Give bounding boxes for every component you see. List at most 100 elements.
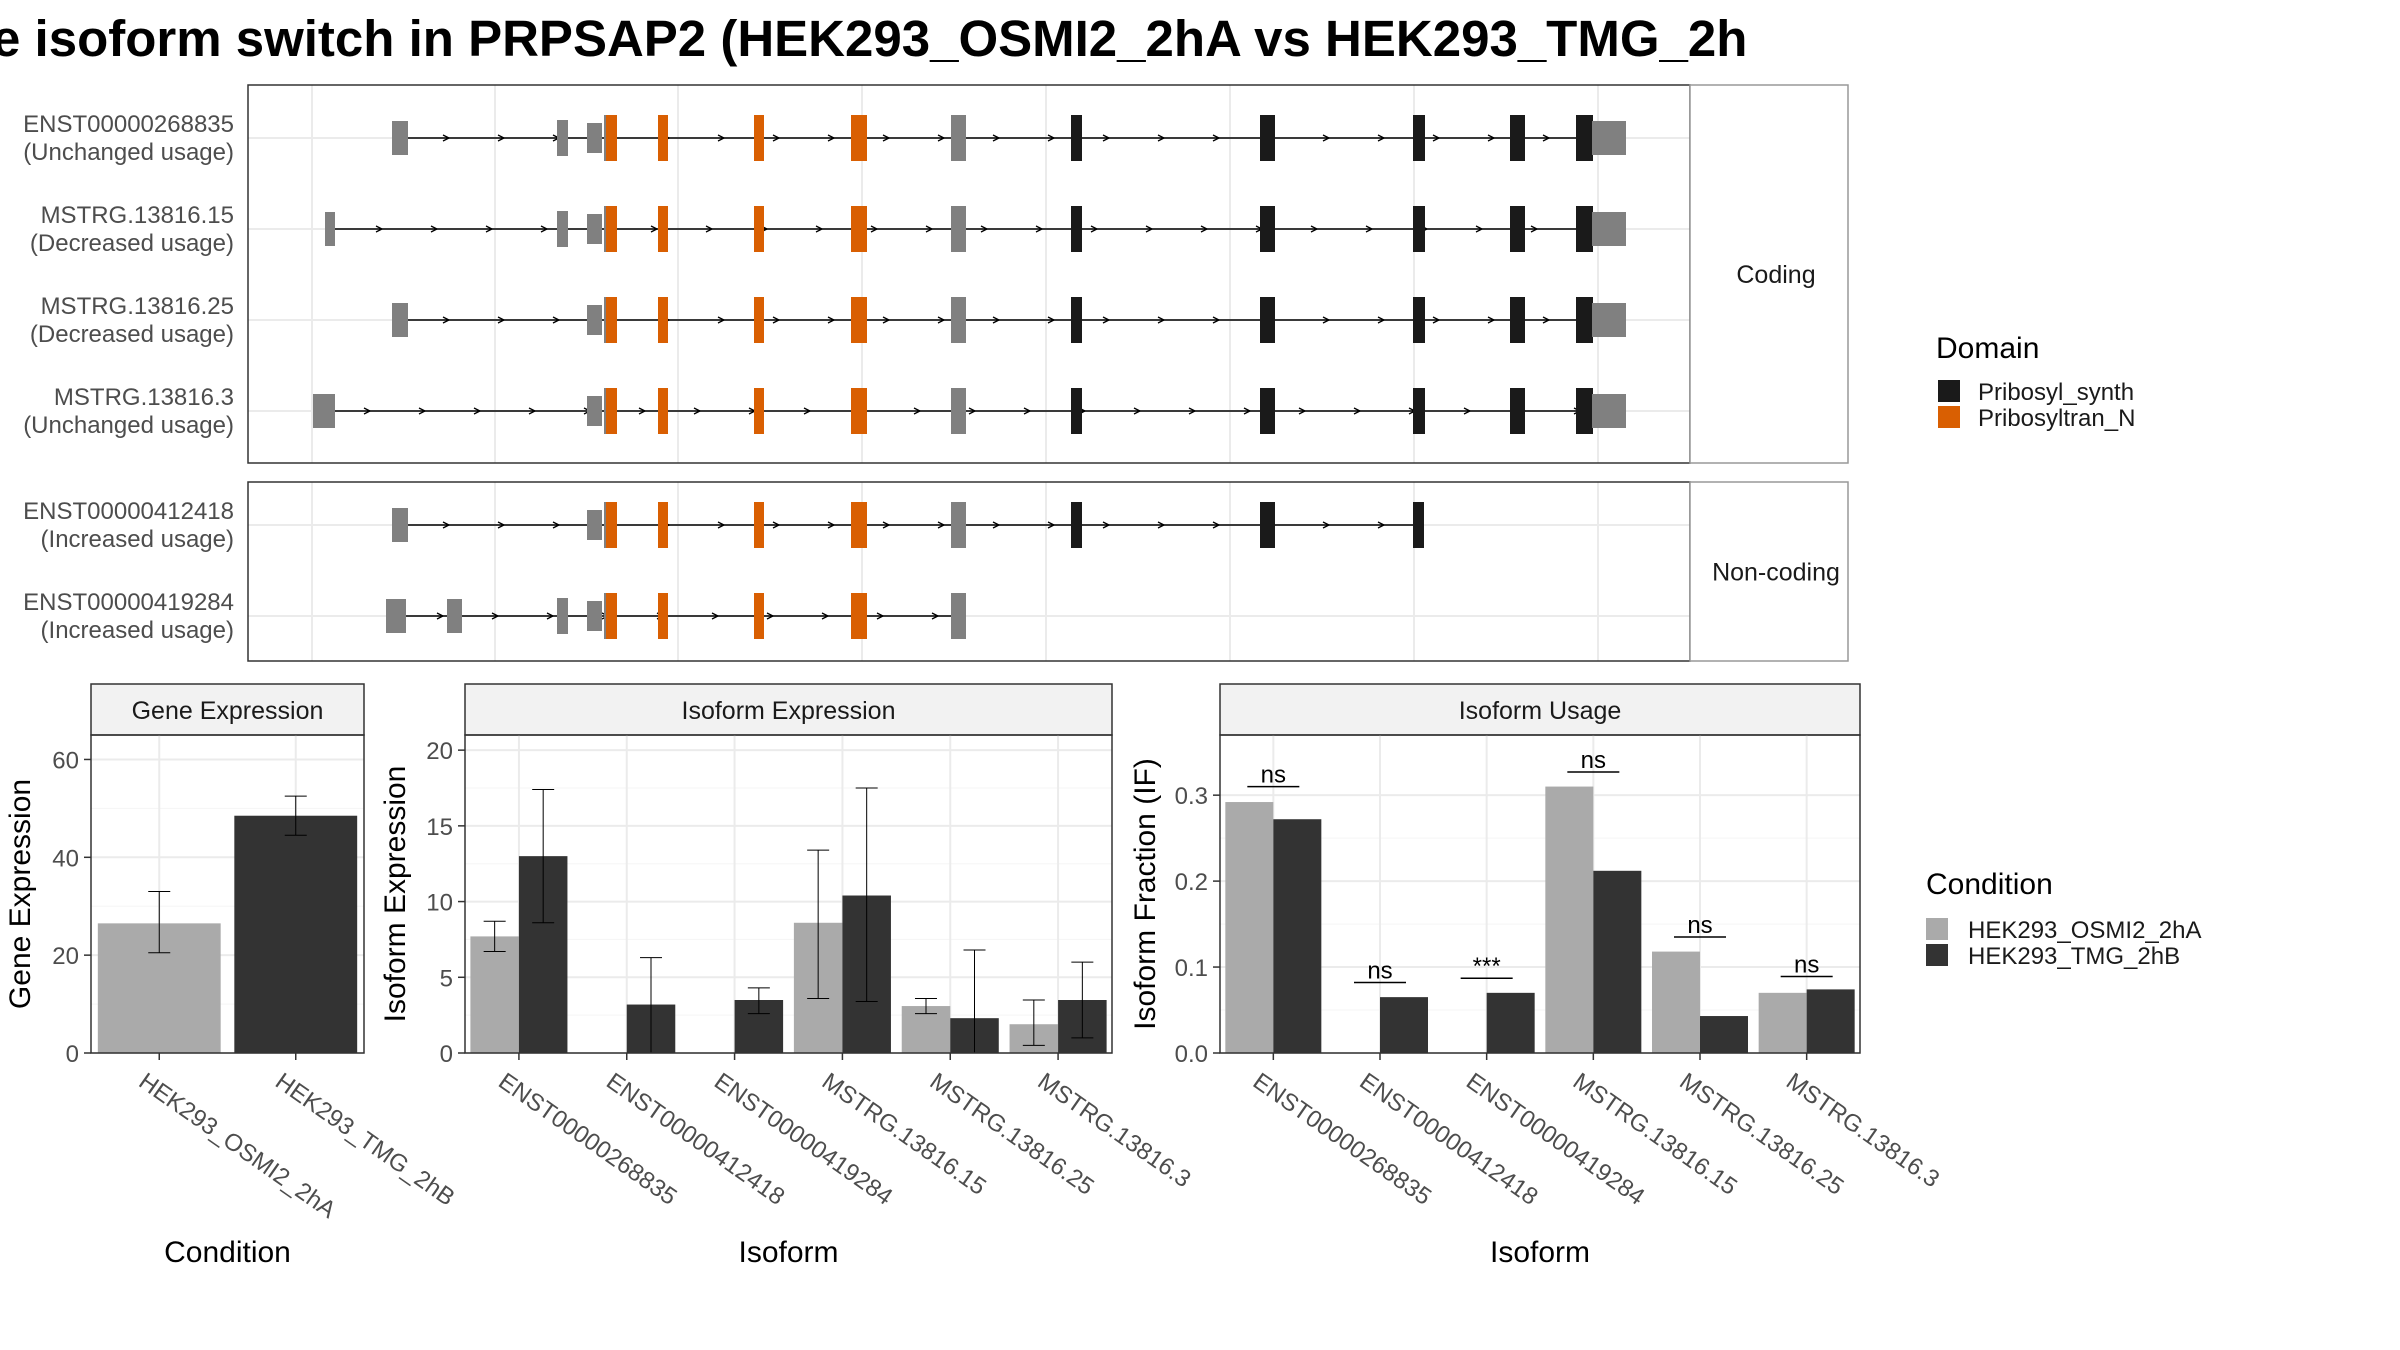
exon-Pribosyltran_N bbox=[754, 115, 764, 161]
exon-Pribosyltran_N bbox=[606, 297, 617, 343]
exon-none bbox=[392, 303, 408, 337]
panel-background bbox=[248, 85, 1690, 463]
bar bbox=[1652, 951, 1700, 1053]
exon-none bbox=[951, 388, 966, 434]
legend-key bbox=[1926, 944, 1948, 966]
exon-none bbox=[951, 115, 966, 161]
arrow-mark bbox=[418, 407, 427, 415]
y-tick-label: 60 bbox=[52, 747, 79, 774]
facet-strip-label: Isoform Usage bbox=[1459, 697, 1622, 725]
exon-Pribosyl_synth bbox=[1413, 206, 1425, 252]
exon-Pribosyltran_N bbox=[851, 593, 867, 639]
arrow-mark bbox=[1102, 316, 1111, 324]
arrow-mark bbox=[937, 316, 946, 324]
arrow-mark bbox=[1310, 225, 1319, 233]
arrow-mark bbox=[546, 612, 555, 620]
arrow-mark bbox=[1542, 316, 1551, 324]
arrow-mark bbox=[931, 612, 940, 620]
bar-panel-1: Isoform Expression 0 5 10 15 20 ENST0000026883… bbox=[379, 683, 1196, 1269]
exon-none bbox=[951, 297, 966, 343]
exon-none bbox=[313, 394, 335, 428]
panel-border bbox=[1219, 734, 1861, 1054]
significance-label: ns bbox=[1367, 958, 1392, 985]
exon-Pribosyl_synth bbox=[1071, 297, 1082, 343]
exon-none bbox=[951, 502, 966, 548]
isoform-usage-label: (Increased usage) bbox=[41, 617, 234, 644]
facet-strip-label: Non-coding bbox=[1712, 559, 1840, 587]
exon-Pribosyltran_N bbox=[851, 297, 867, 343]
arrow-mark bbox=[766, 612, 775, 620]
arrow-mark bbox=[491, 612, 500, 620]
isoform-id-label: ENST00000412418 bbox=[23, 498, 234, 525]
legend-title: Domain bbox=[1936, 332, 2039, 365]
bar-panel-2: Isoform Usage 0.0 0.1 0.2 0.3 ENST00000268835… bbox=[1129, 683, 1944, 1269]
isoform-id-label: ENST00000268835 bbox=[23, 111, 234, 138]
exon-none bbox=[587, 601, 602, 631]
exon-none bbox=[951, 593, 966, 639]
exon-Pribosyl_synth bbox=[1576, 115, 1593, 161]
exon-none bbox=[392, 508, 408, 542]
arrow-mark bbox=[442, 134, 451, 142]
arrow-mark bbox=[711, 612, 720, 620]
arrow-mark bbox=[937, 521, 946, 529]
isoform-usage-label: (Decreased usage) bbox=[30, 321, 234, 348]
x-tick-label: ENST00000419284 bbox=[709, 1068, 897, 1211]
arrow-mark bbox=[815, 225, 824, 233]
arrow-mark bbox=[1212, 316, 1221, 324]
exon-Pribosyltran_N bbox=[606, 206, 617, 252]
x-axis-title: Condition bbox=[164, 1236, 291, 1269]
exon-Pribosyltran_N bbox=[658, 115, 668, 161]
bar bbox=[1806, 989, 1855, 1053]
isoform-usage-label: (Unchanged usage) bbox=[23, 139, 234, 166]
arrow-mark bbox=[717, 521, 726, 529]
significance-label: ns bbox=[1687, 912, 1712, 939]
exon-Pribosyltran_N bbox=[851, 115, 867, 161]
arrow-mark bbox=[436, 612, 445, 620]
arrow-mark bbox=[1377, 134, 1386, 142]
arrow-mark bbox=[717, 134, 726, 142]
legend-key bbox=[1926, 918, 1948, 940]
arrow-mark bbox=[552, 316, 561, 324]
structure-panel-0: Coding bbox=[247, 84, 1849, 464]
exon-Pribosyl_synth bbox=[1071, 388, 1082, 434]
arrow-mark bbox=[1475, 225, 1484, 233]
arrow-mark bbox=[772, 134, 781, 142]
exon-Pribosyltran_N bbox=[606, 593, 617, 639]
arrow-mark bbox=[1145, 225, 1154, 233]
y-tick-label: 0.1 bbox=[1175, 955, 1208, 982]
facet-strip bbox=[464, 683, 1113, 736]
exon-Pribosyl_synth bbox=[1071, 206, 1082, 252]
y-tick-label: 10 bbox=[426, 890, 453, 917]
y-tick-label: 40 bbox=[52, 845, 79, 872]
x-tick-label: ENST00000419284 bbox=[1461, 1068, 1649, 1211]
arrow-mark bbox=[827, 134, 836, 142]
y-tick-label: 0.2 bbox=[1175, 869, 1208, 896]
x-tick-label: ENST00000268835 bbox=[1248, 1068, 1436, 1211]
arrow-mark bbox=[1432, 134, 1441, 142]
x-tick-label: ENST00000412418 bbox=[1355, 1068, 1543, 1211]
arrow-mark bbox=[1200, 225, 1209, 233]
facet-strip-label: Isoform Expression bbox=[682, 697, 896, 725]
exon-Pribosyltran_N bbox=[754, 206, 764, 252]
arrow-mark bbox=[1102, 134, 1111, 142]
x-tick-label: ENST00000412418 bbox=[601, 1068, 789, 1211]
exon-Pribosyl_synth bbox=[1071, 502, 1082, 548]
arrow-mark bbox=[1212, 521, 1221, 529]
arrow-mark bbox=[1102, 521, 1111, 529]
exon-Pribosyl_synth bbox=[1413, 297, 1425, 343]
exon-Pribosyl_synth bbox=[1260, 115, 1275, 161]
exon-Pribosyltran_N bbox=[606, 388, 617, 434]
y-tick-label: 0 bbox=[440, 1041, 453, 1068]
exon-none bbox=[386, 599, 406, 633]
arrow-mark bbox=[693, 407, 702, 415]
arrow-mark bbox=[925, 225, 934, 233]
isoform-usage-label: (Unchanged usage) bbox=[23, 412, 234, 439]
arrow-mark bbox=[1530, 225, 1539, 233]
arrow-mark bbox=[375, 225, 384, 233]
arrow-mark bbox=[705, 225, 714, 233]
arrow-mark bbox=[772, 521, 781, 529]
exon-Pribosyl_synth bbox=[1260, 206, 1275, 252]
arrow-mark bbox=[827, 316, 836, 324]
exon-Pribosyl_synth bbox=[1510, 115, 1525, 161]
